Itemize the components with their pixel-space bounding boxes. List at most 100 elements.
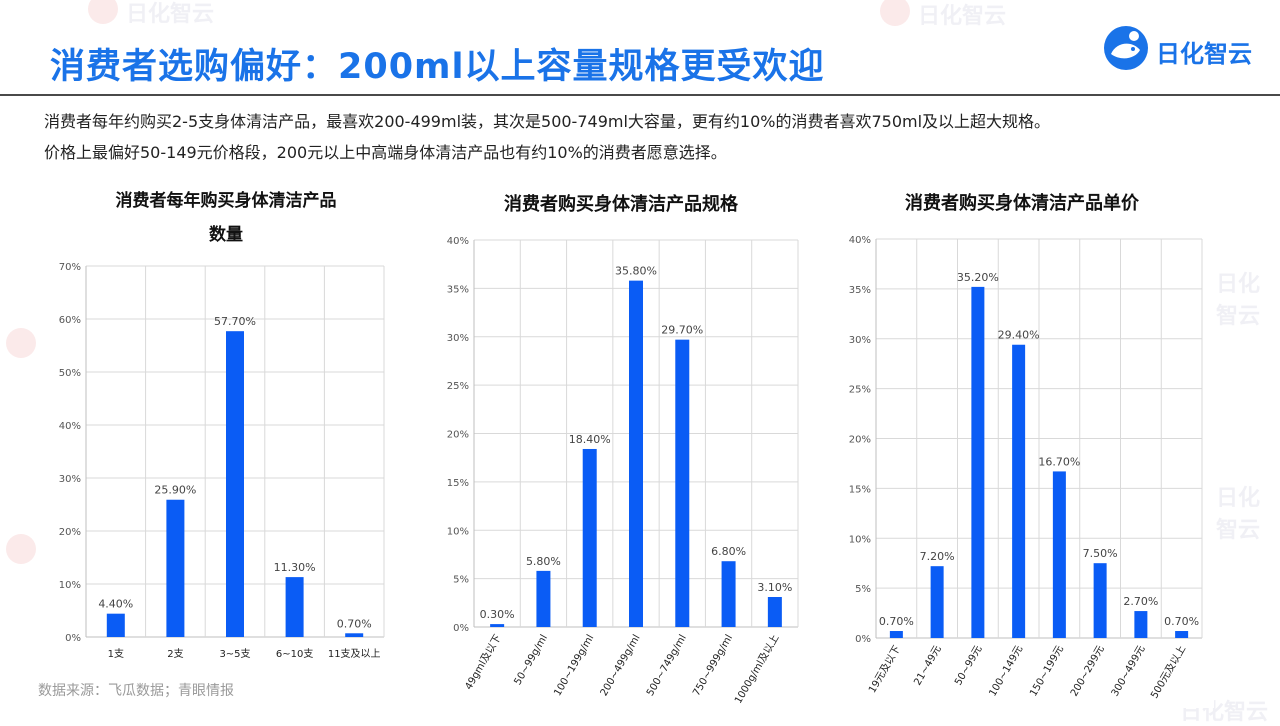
whale-logo-icon bbox=[1104, 26, 1148, 70]
category-label: 50~99g/ml bbox=[512, 633, 550, 687]
y-tick-label: 0% bbox=[855, 634, 871, 645]
data-label: 6.80% bbox=[711, 545, 746, 558]
bar bbox=[166, 499, 185, 637]
y-tick-label: 30% bbox=[447, 333, 469, 344]
category-label: 6~10支 bbox=[276, 648, 313, 660]
y-tick-label: 20% bbox=[59, 527, 81, 538]
page-title: 消费者选购偏好：200ml以上容量规格更受欢迎 bbox=[50, 47, 825, 87]
y-tick-label: 10% bbox=[59, 580, 81, 591]
data-label: 29.70% bbox=[661, 324, 703, 337]
data-label: 25.90% bbox=[154, 484, 196, 497]
category-label: 1支 bbox=[108, 648, 124, 660]
data-label: 0.30% bbox=[480, 608, 515, 621]
data-label: 3.10% bbox=[757, 581, 792, 594]
bar bbox=[536, 570, 551, 627]
data-label: 0.70% bbox=[1164, 615, 1199, 628]
data-label: 7.20% bbox=[920, 550, 955, 563]
data-label: 11.30% bbox=[274, 561, 316, 574]
category-label: 1000g/ml及以上 bbox=[732, 633, 781, 706]
bar bbox=[582, 448, 597, 627]
watermark-text: 日化智云 bbox=[126, 2, 215, 27]
watermark-dot bbox=[88, 0, 118, 24]
y-tick-label: 5% bbox=[453, 575, 469, 586]
header-divider bbox=[0, 94, 1280, 96]
chart-title: 消费者购买身体清洁产品规格 bbox=[504, 193, 739, 215]
y-tick-label: 15% bbox=[849, 484, 871, 495]
y-tick-label: 25% bbox=[447, 381, 469, 392]
data-label: 0.70% bbox=[879, 615, 914, 628]
watermark-dot bbox=[6, 328, 36, 358]
bar bbox=[1093, 563, 1107, 638]
category-label: 200~499g/ml bbox=[599, 633, 643, 698]
y-tick-label: 50% bbox=[59, 368, 81, 379]
description: 消费者每年约购买2-5支身体清洁产品，最喜欢200-499ml装，其次是500-… bbox=[44, 106, 1254, 168]
bar bbox=[490, 624, 505, 627]
y-tick-label: 0% bbox=[65, 633, 81, 644]
data-label: 2.70% bbox=[1123, 595, 1158, 608]
bar bbox=[889, 631, 903, 638]
data-label: 35.80% bbox=[615, 265, 657, 278]
bar bbox=[971, 286, 985, 638]
category-label: 200~299元 bbox=[1069, 644, 1107, 698]
category-label: 100~149元 bbox=[987, 644, 1025, 698]
bar bbox=[1052, 471, 1066, 638]
data-label: 29.40% bbox=[998, 329, 1040, 342]
category-label: 150~199元 bbox=[1028, 644, 1066, 698]
y-tick-label: 5% bbox=[855, 584, 871, 595]
y-tick-label: 10% bbox=[447, 526, 469, 537]
data-label: 35.20% bbox=[957, 271, 999, 284]
category-label: 100~199g/ml bbox=[552, 633, 596, 698]
bar bbox=[1012, 344, 1026, 638]
category-label: 300~499元 bbox=[1110, 644, 1148, 698]
category-label: 3~5支 bbox=[219, 648, 250, 660]
data-label: 0.70% bbox=[337, 617, 372, 630]
chart-title: 数量 bbox=[209, 224, 243, 245]
category-label: 500元及以上 bbox=[1148, 644, 1188, 701]
data-label: 4.40% bbox=[98, 598, 133, 611]
category-label: 750~999g/ml bbox=[691, 633, 735, 698]
category-label: 2支 bbox=[167, 648, 183, 660]
category-label: 50~99元 bbox=[953, 644, 984, 687]
bar bbox=[675, 339, 690, 627]
chart-purchase-quantity: 消费者每年购买身体清洁产品 数量 0% 10% 20% 30% 40% 50% 60% 70% 4.… bbox=[38, 178, 414, 678]
logo-text: 日化智云 bbox=[1156, 40, 1252, 68]
description-line-1: 消费者每年约购买2-5支身体清洁产品，最喜欢200-499ml装，其次是500-… bbox=[44, 112, 1051, 131]
y-tick-label: 15% bbox=[447, 478, 469, 489]
chart-product-size-svg: 消费者购买身体清洁产品规格 0% 5% 10% 15% 20% 25% 30% 35% 40% 0.… bbox=[447, 193, 799, 706]
data-label: 7.50% bbox=[1083, 547, 1118, 560]
bar bbox=[1134, 611, 1148, 638]
chart-title: 消费者购买身体清洁产品单价 bbox=[905, 192, 1140, 214]
y-tick-label: 40% bbox=[59, 421, 81, 432]
category-label: 21~49元 bbox=[912, 644, 943, 687]
chart-unit-price-svg: 消费者购买身体清洁产品单价 0% 5% 10% 15% 20% 25% 30% 35% 40% 0.… bbox=[849, 192, 1203, 701]
y-tick-label: 30% bbox=[59, 474, 81, 485]
bar bbox=[721, 561, 736, 627]
chart-unit-price: 消费者购买身体清洁产品单价 0% 5% 10% 15% 20% 25% 30% 35% 40% 0.… bbox=[830, 178, 1214, 708]
y-tick-label: 0% bbox=[453, 623, 469, 634]
data-label: 16.70% bbox=[1038, 455, 1080, 468]
y-tick-label: 40% bbox=[849, 235, 871, 246]
y-tick-label: 20% bbox=[849, 435, 871, 446]
watermark-dot bbox=[6, 534, 36, 564]
data-source-note: 数据来源：飞瓜数据；青眼情报 bbox=[38, 683, 234, 699]
category-label: 11支及以上 bbox=[328, 648, 381, 660]
category-label: 500~749g/ml bbox=[645, 633, 689, 698]
category-label: 19元及以下 bbox=[866, 644, 903, 696]
y-tick-label: 20% bbox=[447, 430, 469, 441]
bar bbox=[1175, 631, 1189, 638]
watermark-text: 日化智云 bbox=[1216, 486, 1261, 543]
bar bbox=[629, 280, 643, 627]
y-tick-label: 30% bbox=[849, 335, 871, 346]
data-label: 5.80% bbox=[526, 555, 561, 568]
brand-logo: 日化智云 bbox=[1102, 24, 1252, 74]
y-tick-label: 35% bbox=[447, 284, 469, 295]
bar bbox=[226, 331, 244, 637]
y-tick-label: 35% bbox=[849, 285, 871, 296]
watermark-text: 日化智云 bbox=[1216, 272, 1261, 329]
bar bbox=[767, 597, 782, 627]
y-tick-label: 40% bbox=[447, 236, 469, 247]
data-label: 57.70% bbox=[214, 315, 256, 328]
description-line-2: 价格上最偏好50-149元价格段，200元以上中高端身体清洁产品也有约10%的消… bbox=[44, 143, 727, 162]
bar bbox=[345, 633, 364, 637]
